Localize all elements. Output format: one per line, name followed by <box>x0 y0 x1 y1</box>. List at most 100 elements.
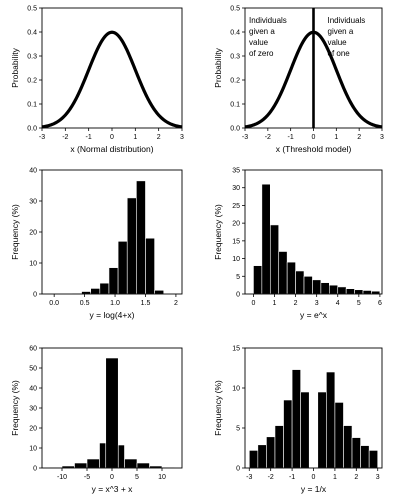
x-tick-label: 2 <box>174 300 178 307</box>
histogram-bar <box>266 436 276 469</box>
x-tick-label: 0 <box>312 474 316 481</box>
x-tick-label: 1.0 <box>110 300 120 307</box>
y-tick-label: 40 <box>29 386 37 393</box>
histogram-bar <box>136 462 150 469</box>
x-tick-label: 3 <box>180 134 184 141</box>
histogram-bar <box>257 444 267 469</box>
histogram-bar <box>368 450 379 469</box>
x-tick-label: 1 <box>133 134 137 141</box>
x-tick-label: -2 <box>265 134 271 141</box>
histogram-bar <box>286 261 296 295</box>
annotation-line: given a <box>249 27 275 36</box>
x-tick-label: 1 <box>333 474 337 481</box>
y-tick-label: 10 <box>232 256 240 263</box>
x-tick-label: 3 <box>380 134 384 141</box>
y-tick-label: 5 <box>236 274 240 281</box>
x-tick-label: 3 <box>315 300 319 307</box>
y-tick-label: 30 <box>29 199 37 206</box>
histogram-bar <box>269 224 280 295</box>
annotation-line: given a <box>328 27 354 36</box>
x-tick-label: 0 <box>251 300 255 307</box>
histogram-bar <box>334 402 344 469</box>
y-axis-label: Frequency (%) <box>213 204 223 260</box>
y-tick-label: 0.0 <box>27 126 37 133</box>
histogram-bar <box>360 445 370 469</box>
chart-panel-1: 0.0 0.1 0.2 0.3 0.4 0.5 -3 -2 -1 0 1 2 3 x (Normal di… <box>10 6 184 155</box>
histogram-bar <box>345 288 355 295</box>
chart-panel-6: 0 5 10 15 -3 -2 -1 0 1 2 3 y = 1/x Frequency (%) <box>213 346 383 494</box>
y-tick-label: 0.2 <box>230 78 240 85</box>
y-tick-label: 0 <box>236 292 240 299</box>
histogram-bar <box>74 462 88 469</box>
x-tick-label: 0.0 <box>49 300 59 307</box>
histogram-bar <box>337 286 347 295</box>
plot-frame <box>41 7 183 129</box>
histogram-bar <box>99 282 110 295</box>
histogram-bar <box>105 357 119 469</box>
annotation-line: value <box>328 38 348 47</box>
x-tick-label: 3 <box>376 474 380 481</box>
chart-panel-5: 0 10 20 30 40 50 60 -10 -5 0 5 10 y = x^3 + x Frequen… <box>10 346 183 494</box>
y-tick-label: 15 <box>232 238 240 245</box>
x-tick-label: 1.5 <box>141 300 151 307</box>
y-tick-label: 0.4 <box>27 30 37 37</box>
y-tick-label: 35 <box>232 168 240 175</box>
x-tick-label: -3 <box>242 134 248 141</box>
x-tick-label: -3 <box>39 134 45 141</box>
histogram-bar <box>274 425 284 469</box>
y-axis-label: Probability <box>10 47 20 87</box>
x-tick-label: 0 <box>110 134 114 141</box>
histogram-bar <box>291 369 301 469</box>
y-tick-label: 10 <box>29 446 37 453</box>
x-tick-label: 2 <box>294 300 298 307</box>
y-tick-label: 0 <box>236 466 240 473</box>
x-tick-label: 6 <box>378 300 382 307</box>
x-tick-label: 0 <box>312 134 316 141</box>
x-axis-label: y = 1/x <box>301 484 327 494</box>
y-tick-label: 0 <box>33 292 37 299</box>
annotation-line: Individuals <box>249 16 287 25</box>
x-tick-label: 1 <box>334 134 338 141</box>
histogram-bar <box>343 425 353 469</box>
y-tick-label: 40 <box>29 168 37 175</box>
y-tick-label: 0 <box>33 466 37 473</box>
histogram-bar <box>320 282 330 295</box>
y-tick-label: 30 <box>29 406 37 413</box>
y-tick-label: 60 <box>29 346 37 353</box>
plot-frame <box>244 169 383 295</box>
x-tick-label: 2 <box>157 134 161 141</box>
histogram-bar <box>351 437 361 469</box>
x-tick-label: 2 <box>357 134 361 141</box>
y-tick-label: 0.4 <box>230 30 240 37</box>
histogram-bar <box>261 183 271 295</box>
annotation-line: of zero <box>249 49 274 58</box>
y-tick-label: 15 <box>232 346 240 353</box>
histogram-bar <box>124 458 138 469</box>
annotation-line: value <box>249 38 269 47</box>
histogram-bar <box>278 251 288 295</box>
y-axis-label: Frequency (%) <box>10 380 20 436</box>
x-tick-label: -1 <box>288 134 294 141</box>
x-tick-label: -5 <box>84 474 90 481</box>
y-tick-label: 30 <box>232 185 240 192</box>
histogram-bar <box>317 391 327 469</box>
histogram-bar <box>117 444 125 469</box>
x-tick-label: -10 <box>57 474 67 481</box>
histogram-bar <box>300 391 310 469</box>
y-tick-label: 20 <box>29 426 37 433</box>
histogram-bar <box>90 288 101 295</box>
x-axis-label: x (Normal distribution) <box>70 144 153 154</box>
x-tick-label: -1 <box>86 134 92 141</box>
x-tick-label: 2 <box>354 474 358 481</box>
x-axis-label: y = x^3 + x <box>92 484 134 494</box>
x-tick-label: -3 <box>246 474 252 481</box>
histogram-bar <box>248 450 259 469</box>
histogram-bar <box>99 442 107 469</box>
annotation-line: of one <box>328 49 351 58</box>
x-tick-label: -2 <box>62 134 68 141</box>
histogram-bar <box>303 275 313 295</box>
x-tick-label: 0 <box>110 474 114 481</box>
histogram-bar <box>126 197 137 295</box>
y-tick-label: 0.3 <box>27 54 37 61</box>
